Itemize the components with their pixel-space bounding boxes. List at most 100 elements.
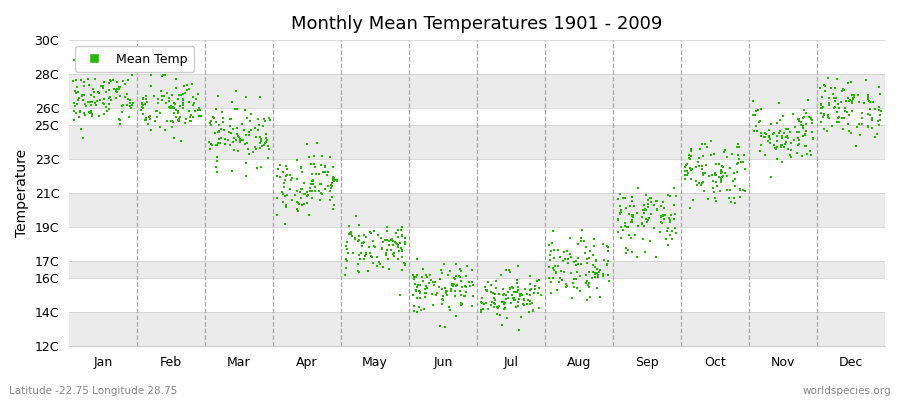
Point	[799, 110, 814, 116]
Point	[669, 230, 683, 236]
Point	[171, 95, 185, 102]
Point	[251, 127, 266, 134]
Point	[254, 138, 268, 144]
Point	[678, 172, 692, 178]
Point	[102, 87, 116, 94]
Point	[530, 289, 544, 296]
Point	[563, 253, 578, 260]
Point	[202, 120, 217, 126]
Point	[326, 206, 340, 212]
Point	[838, 105, 852, 111]
Point	[715, 174, 729, 180]
Point	[505, 292, 519, 298]
Point	[679, 163, 693, 170]
Point	[492, 303, 507, 309]
Point	[562, 251, 577, 257]
Point	[209, 119, 223, 125]
Point	[139, 92, 153, 99]
Point	[330, 178, 345, 184]
Point	[159, 90, 174, 97]
Point	[212, 122, 227, 128]
Point	[514, 314, 528, 320]
Point	[427, 282, 441, 288]
Point	[359, 234, 374, 240]
Point	[634, 220, 649, 226]
Point	[458, 289, 473, 295]
Point	[69, 84, 84, 90]
Point	[516, 300, 530, 307]
Point	[678, 176, 692, 182]
Point	[304, 178, 319, 184]
Point	[391, 226, 405, 233]
Point	[344, 231, 358, 238]
Point	[410, 256, 425, 263]
Point	[841, 121, 855, 127]
Point	[374, 235, 388, 241]
Point	[680, 160, 695, 167]
Point	[497, 300, 511, 307]
Point	[139, 95, 153, 102]
Point	[77, 112, 92, 118]
Point	[243, 110, 257, 117]
Point	[290, 206, 304, 212]
Point	[502, 269, 517, 275]
Point	[803, 148, 817, 154]
Point	[172, 115, 186, 122]
Point	[370, 232, 384, 238]
Point	[306, 181, 320, 188]
Point	[814, 101, 829, 108]
Bar	[69, 159, 885, 193]
Point	[580, 278, 594, 284]
Point	[773, 142, 788, 148]
Point	[491, 305, 505, 311]
Point	[862, 112, 877, 118]
Point	[798, 128, 813, 134]
Point	[508, 304, 523, 310]
Point	[150, 107, 165, 114]
Point	[814, 119, 828, 125]
Point	[497, 306, 511, 312]
Point	[692, 180, 706, 186]
Point	[476, 306, 491, 312]
Point	[339, 246, 354, 253]
Point	[581, 284, 596, 290]
Point	[709, 161, 724, 167]
Point	[718, 146, 733, 153]
Point	[386, 251, 400, 258]
Point	[866, 99, 880, 105]
Point	[84, 107, 98, 114]
Point	[136, 111, 150, 118]
Point	[734, 158, 749, 165]
Point	[104, 97, 119, 103]
Point	[411, 288, 426, 294]
Point	[564, 295, 579, 302]
Point	[227, 147, 241, 153]
Point	[256, 116, 271, 122]
Point	[644, 210, 658, 217]
Point	[297, 191, 311, 197]
Point	[171, 109, 185, 116]
Point	[447, 288, 462, 294]
Point	[830, 76, 844, 82]
Point	[730, 168, 744, 175]
Point	[363, 250, 377, 256]
Point	[204, 142, 219, 149]
Point	[816, 125, 831, 132]
Point	[641, 204, 655, 210]
Point	[96, 111, 111, 117]
Point	[496, 285, 510, 292]
Point	[842, 94, 856, 101]
Title: Monthly Mean Temperatures 1901 - 2009: Monthly Mean Temperatures 1901 - 2009	[292, 15, 662, 33]
Point	[82, 81, 96, 88]
Point	[203, 141, 218, 147]
Point	[307, 188, 321, 194]
Point	[165, 92, 179, 98]
Point	[464, 266, 479, 273]
Point	[206, 114, 220, 120]
Point	[213, 140, 228, 146]
Point	[154, 88, 168, 94]
Point	[454, 278, 469, 284]
Point	[627, 232, 642, 238]
Point	[318, 186, 332, 192]
Point	[635, 207, 650, 213]
